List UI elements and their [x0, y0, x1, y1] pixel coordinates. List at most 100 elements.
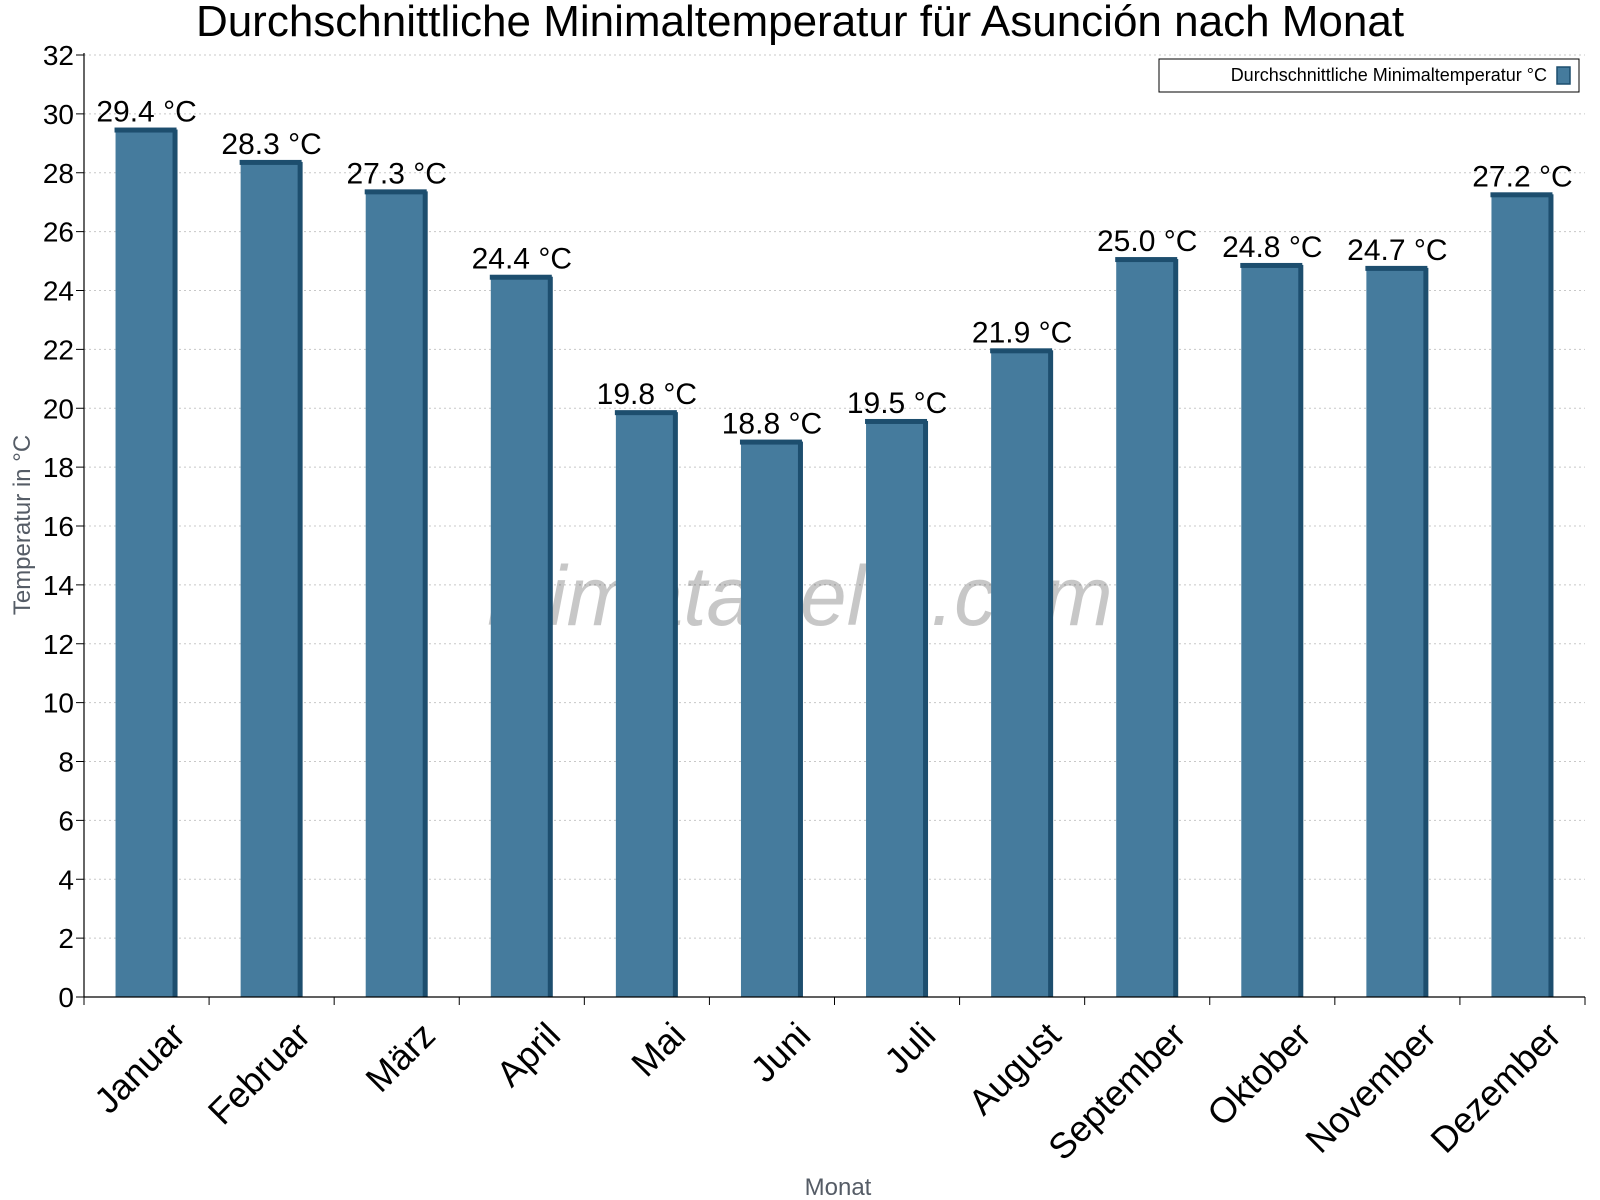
- bar-face: [1116, 261, 1175, 997]
- bar-face: [1241, 266, 1300, 997]
- y-tick-label: 4: [58, 864, 74, 895]
- bar-februar: [239, 159, 303, 997]
- y-tick-label: 10: [43, 688, 74, 719]
- legend-box: [1158, 58, 1580, 93]
- x-tick-label: April: [488, 1014, 568, 1094]
- bar-edge: [923, 420, 929, 997]
- bar-edge: [672, 412, 678, 997]
- x-tick-label: Juli: [876, 1014, 943, 1081]
- y-tick-label: 8: [58, 747, 74, 778]
- y-tick-label: 32: [43, 40, 74, 71]
- y-tick-label: 18: [43, 452, 74, 483]
- bar-face: [1366, 269, 1425, 997]
- x-tick-label: September: [1040, 1014, 1194, 1168]
- data-label: 24.7 °C: [1347, 234, 1447, 267]
- x-tick-label: Juni: [743, 1014, 819, 1090]
- bar-top: [239, 159, 302, 165]
- x-tick-label: Dezember: [1422, 1014, 1568, 1160]
- y-tick-label: 6: [58, 805, 74, 836]
- data-label: 24.4 °C: [472, 243, 572, 276]
- y-tick-label: 20: [43, 393, 74, 424]
- bar-märz: [364, 189, 428, 997]
- bar-face: [365, 193, 424, 997]
- bar-face: [740, 443, 799, 997]
- bar-top: [114, 127, 177, 133]
- bar-april: [489, 274, 553, 998]
- bar-top: [1240, 262, 1303, 268]
- x-tick-label: August: [960, 1014, 1068, 1122]
- y-tick-label: 26: [43, 217, 74, 248]
- bar-edge: [1548, 194, 1554, 998]
- x-tick-label: Januar: [86, 1014, 193, 1121]
- bar-edge: [1298, 264, 1304, 997]
- x-tick-label: Februar: [200, 1014, 318, 1132]
- bar-top: [614, 410, 677, 416]
- y-tick-label: 28: [43, 158, 74, 189]
- bar-edge: [422, 191, 428, 997]
- data-label: 27.2 °C: [1472, 160, 1572, 193]
- y-tick-label: 0: [58, 982, 74, 1013]
- gridlines: [84, 54, 1585, 939]
- legend: Durchschnittliche Minimaltemperatur °C: [1158, 58, 1580, 93]
- y-axis-title: Temperatur in °C: [9, 435, 36, 615]
- chart-title: Durchschnittliche Minimaltemperatur für …: [196, 0, 1404, 46]
- bar-edge: [297, 161, 303, 997]
- bar-oktober: [1240, 262, 1304, 997]
- bar-edge: [172, 129, 178, 998]
- data-label: 25.0 °C: [1097, 225, 1197, 258]
- y-tick-label: 12: [43, 629, 74, 660]
- x-tick-label: Mai: [623, 1014, 693, 1084]
- bar-edge: [547, 276, 553, 998]
- bar-top: [489, 274, 552, 280]
- bar-dezember: [1490, 192, 1554, 998]
- x-tick-label: März: [357, 1014, 443, 1100]
- y-tick-label: 2: [58, 923, 74, 954]
- bar-face: [991, 352, 1050, 998]
- bars: [114, 127, 1554, 998]
- data-label: 21.9 °C: [972, 316, 1072, 349]
- bar-november: [1365, 265, 1429, 997]
- bar-edge: [1423, 267, 1429, 997]
- y-tick-label: 14: [43, 570, 74, 601]
- x-tick-label: Oktober: [1199, 1014, 1319, 1134]
- x-tick-label: November: [1297, 1014, 1443, 1160]
- data-label: 29.4 °C: [96, 96, 196, 129]
- bar-top: [739, 439, 802, 445]
- data-labels: 29.4 °C 28.3 °C 27.3 °C 24.4 °C 19.8 °C 18.8 …: [96, 96, 1572, 441]
- y-tick-label: 30: [43, 99, 74, 130]
- bar-face: [115, 131, 174, 998]
- bar-mai: [614, 410, 678, 997]
- bar-face: [1491, 196, 1550, 998]
- y-tick-label: 22: [43, 334, 74, 365]
- bar-edge: [797, 441, 803, 997]
- data-label: 18.8 °C: [722, 408, 822, 441]
- data-label: 28.3 °C: [221, 128, 321, 161]
- bar-januar: [114, 127, 178, 998]
- bar-top: [1490, 192, 1553, 198]
- bar-face: [490, 278, 549, 998]
- data-label: 19.8 °C: [597, 378, 697, 411]
- bar-top: [1115, 257, 1178, 263]
- bar-edge: [1048, 350, 1054, 998]
- data-label: 19.5 °C: [847, 387, 947, 420]
- bar-face: [615, 414, 674, 997]
- x-axis-title: Monat: [805, 1174, 872, 1200]
- bar-top: [364, 189, 427, 195]
- bar-face: [866, 422, 925, 997]
- y-tick-label: 24: [43, 276, 74, 307]
- bar-top: [990, 348, 1053, 354]
- data-label: 27.3 °C: [347, 157, 447, 190]
- legend-label: Durchschnittliche Minimaltemperatur °C: [1231, 65, 1547, 85]
- bar-face: [240, 163, 299, 997]
- bar-august: [990, 348, 1054, 998]
- bar-top: [865, 418, 928, 424]
- bar-edge: [1173, 259, 1179, 997]
- bar-juli: [865, 418, 929, 997]
- bar-juni: [739, 439, 803, 997]
- bar-september: [1115, 257, 1179, 997]
- y-tick-label: 16: [43, 511, 74, 542]
- bar-top: [1365, 265, 1428, 271]
- data-label: 24.8 °C: [1222, 231, 1322, 264]
